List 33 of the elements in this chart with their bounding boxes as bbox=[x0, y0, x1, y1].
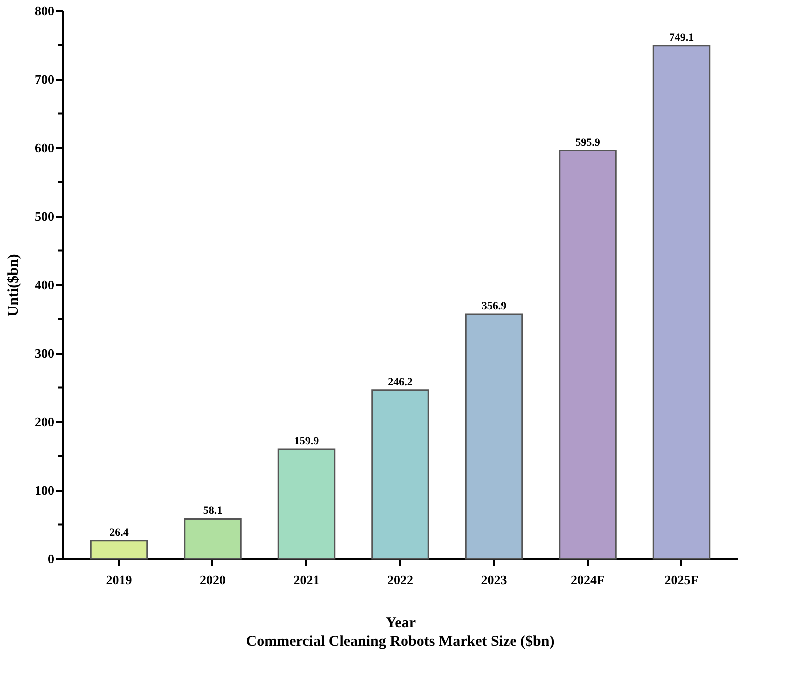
x-tick-label: 2019 bbox=[106, 572, 133, 588]
y-tick-label: 400 bbox=[35, 278, 54, 292]
x-tick-label: 2024F bbox=[571, 572, 606, 588]
y-tick-label: 0 bbox=[48, 552, 54, 566]
bar bbox=[465, 314, 524, 560]
bar bbox=[184, 518, 242, 560]
y-axis-title: Unti($bn) bbox=[6, 254, 22, 317]
x-axis-title: Year bbox=[386, 616, 416, 632]
data-label: 159.9 bbox=[294, 435, 320, 448]
bar bbox=[90, 540, 148, 560]
x-tick-label: 2021 bbox=[294, 572, 320, 588]
y-tick-label: 600 bbox=[35, 140, 54, 156]
y-tick-label: 800 bbox=[35, 4, 54, 18]
y-tick-label: 500 bbox=[35, 209, 54, 224]
x-tick-label: 2022 bbox=[388, 572, 414, 588]
y-tick-label: 100 bbox=[35, 483, 54, 498]
y-tick-label: 300 bbox=[35, 346, 54, 361]
x-tick-label: 2025F bbox=[664, 572, 699, 588]
bar bbox=[559, 150, 617, 560]
text: Commercial Cleaning Robots Market Size ($bn) bbox=[246, 634, 555, 650]
y-tick-label: 200 bbox=[35, 414, 54, 430]
data-label: 749.1 bbox=[669, 32, 694, 44]
data-label: 26.4 bbox=[110, 526, 130, 539]
y-tick-label: 700 bbox=[35, 72, 54, 87]
data-label: 356.9 bbox=[482, 300, 508, 313]
data-label: 246.2 bbox=[388, 376, 414, 388]
data-label: 58.1 bbox=[203, 505, 223, 518]
bar bbox=[652, 45, 711, 560]
data-label: 595.9 bbox=[576, 136, 601, 149]
bar bbox=[278, 448, 336, 560]
x-tick-label: 2023 bbox=[481, 572, 508, 588]
bar bbox=[372, 390, 430, 560]
x-tick-label: 2020 bbox=[200, 572, 226, 588]
